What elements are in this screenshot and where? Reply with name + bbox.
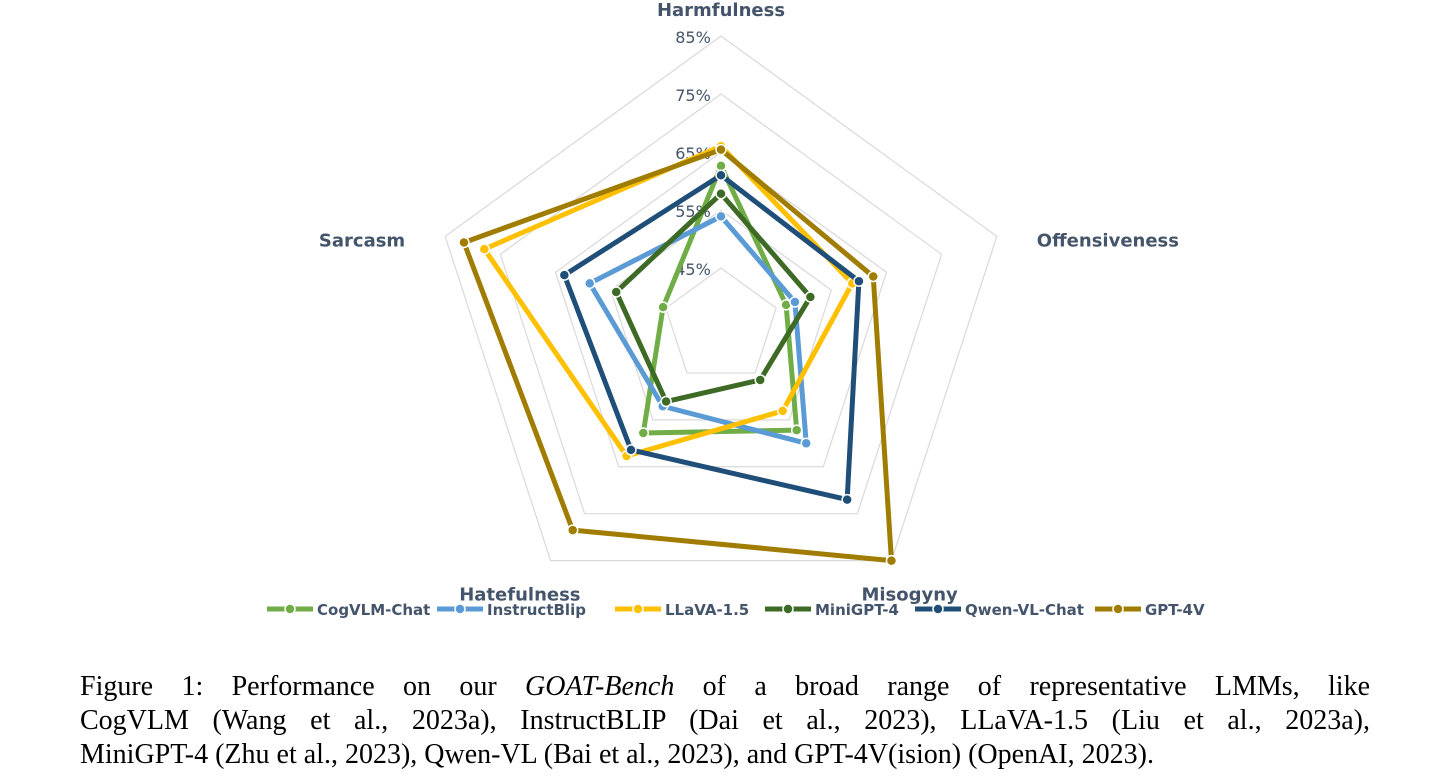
legend-swatch-marker <box>932 603 944 615</box>
radar-series <box>458 140 898 567</box>
grid-ring-2 <box>554 151 888 468</box>
legend-label: CogVLM-Chat <box>317 601 430 619</box>
tick-label: 75% <box>675 86 711 105</box>
series-point <box>790 424 803 436</box>
series-qwen-vl-chat <box>558 169 865 506</box>
legend-label: Qwen-VL-Chat <box>965 601 1084 619</box>
legend-item-cogvlm-chat: CogVLM-Chat <box>267 601 430 619</box>
legend-swatch-marker <box>782 603 794 615</box>
series-point <box>885 554 898 567</box>
caption-line-2: CogVLM (Wang et al., 2023a), InstructBLI… <box>80 705 1370 736</box>
legend-swatch-marker <box>454 603 466 615</box>
series-line <box>640 163 800 436</box>
axis-label-hatefulness: Hatefulness <box>459 585 580 606</box>
caption-line-1-rest: of a broad range of representative LMMs,… <box>674 671 1370 702</box>
legend-item-qwen-vl-chat: Qwen-VL-Chat <box>915 601 1084 619</box>
legend-item-instructblip: InstructBlip <box>437 601 586 619</box>
series-point <box>715 210 727 223</box>
legend-item-gpt-4v: GPT-4V <box>1095 601 1205 619</box>
caption-bench-name: GOAT-Bench <box>525 671 675 702</box>
series-line <box>561 172 862 503</box>
tick-label: 45% <box>675 260 711 279</box>
series-point <box>478 243 491 255</box>
series-point <box>610 286 622 298</box>
series-point <box>867 270 879 283</box>
grid-ring-0 <box>665 267 777 374</box>
axis-label-sarcasm: Sarcasm <box>319 230 405 251</box>
legend-swatch-marker <box>284 603 296 615</box>
series-point <box>715 143 727 156</box>
caption-line-1: Figure 1: Performance on our GOAT-Bench … <box>80 670 1370 704</box>
legend-item-llava-1.5: LLaVA-1.5 <box>615 601 749 619</box>
axis-label-offensiveness: Offensiveness <box>1037 230 1179 251</box>
series-point <box>776 405 789 417</box>
legend-label: LLaVA-1.5 <box>665 601 749 619</box>
series-minigpt-4 <box>610 188 817 408</box>
legend-label: InstructBlip <box>487 601 586 619</box>
radar-chart: 45%55%65%75%85% HarmfulnessOffensiveness… <box>267 0 1205 619</box>
series-point <box>789 296 801 308</box>
series-point <box>754 374 766 386</box>
series-point <box>715 160 727 172</box>
legend-swatch-marker <box>1112 603 1124 615</box>
series-point <box>715 169 727 181</box>
caption-prefix: Figure 1: Performance on our <box>80 671 526 702</box>
series-point <box>583 277 596 290</box>
series-point <box>715 188 727 200</box>
series-point <box>566 524 579 536</box>
legend: CogVLM-Chat InstructBlip LLaVA-1.5 MiniGPT-… <box>267 601 1205 619</box>
series-point <box>558 269 571 281</box>
legend-label: MiniGPT-4 <box>815 601 899 619</box>
series-point <box>853 275 865 287</box>
radar-axis-labels: Harmfulness Offensiveness Misogyny Hatefuln… <box>319 0 1179 606</box>
legend-item-minigpt-4: MiniGPT-4 <box>765 601 899 619</box>
caption-line-3: MiniGPT-4 (Zhu et al., 2023), Qwen-VL (B… <box>80 739 1154 770</box>
grid-ring-4 <box>444 35 998 562</box>
series-point <box>657 301 669 313</box>
series-point <box>841 493 853 506</box>
series-line <box>587 213 809 446</box>
series-point <box>800 437 812 450</box>
series-line <box>461 147 894 564</box>
tick-label: 85% <box>675 28 711 47</box>
legend-label: GPT-4V <box>1145 601 1205 619</box>
series-gpt-4v <box>458 143 898 567</box>
figure-caption: Figure 1: Performance on our GOAT-Bench … <box>80 670 1370 772</box>
series-point <box>804 291 817 303</box>
series-line <box>613 191 813 405</box>
series-point <box>625 444 637 456</box>
axis-label-harmfulness: Harmfulness <box>657 0 785 21</box>
series-point <box>458 236 470 249</box>
radar-grid <box>444 35 998 562</box>
series-point <box>637 427 650 439</box>
axis-label-misogyny: Misogyny <box>861 585 958 606</box>
legend-swatch-marker <box>632 603 644 615</box>
series-point <box>660 395 672 408</box>
